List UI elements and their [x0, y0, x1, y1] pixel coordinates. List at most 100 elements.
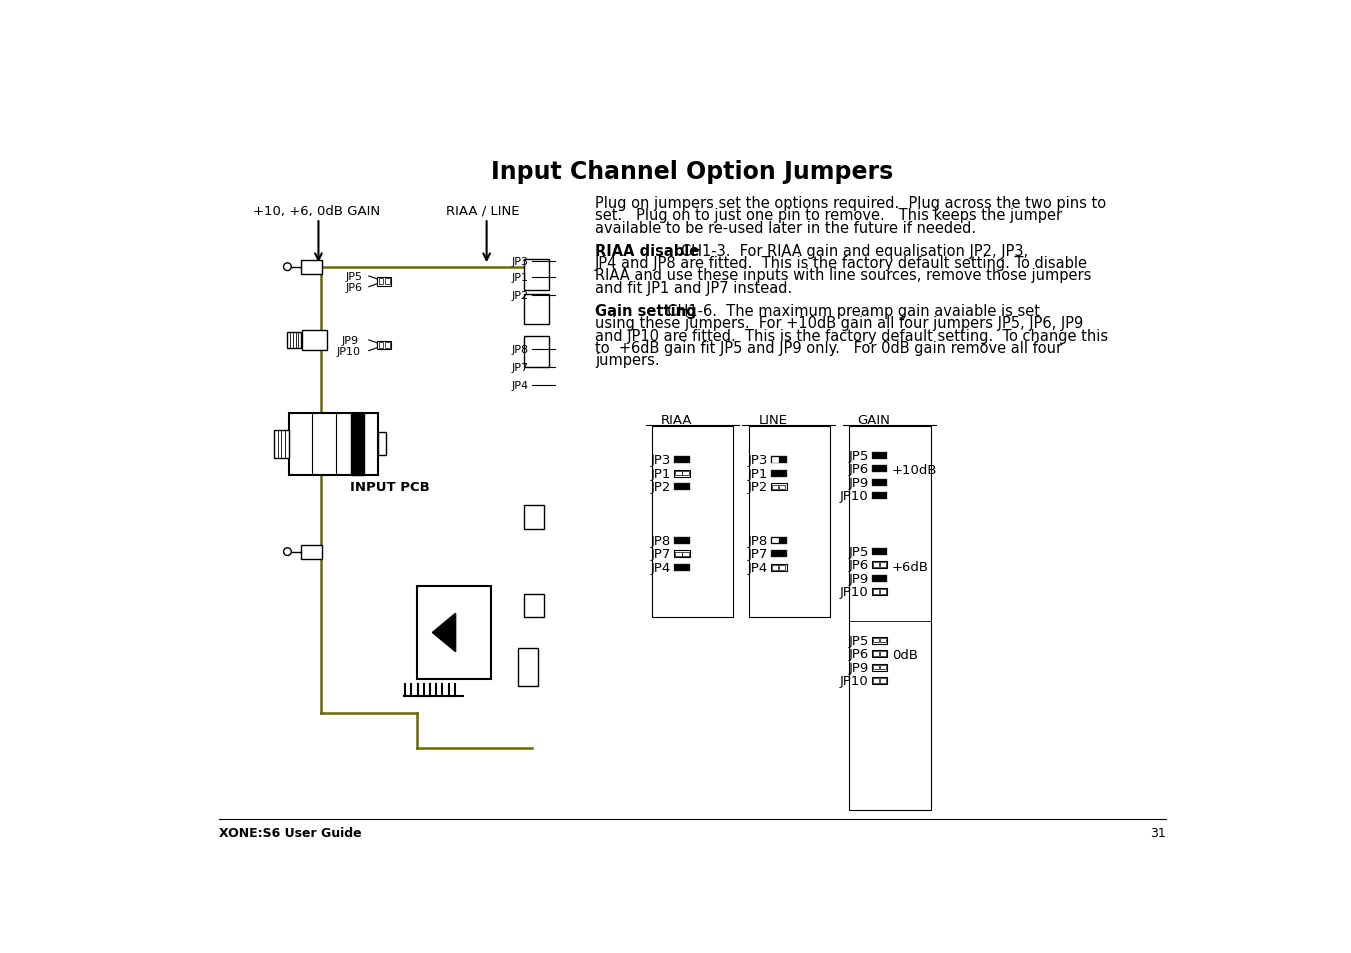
Bar [873, 639, 880, 642]
Bar [871, 637, 888, 644]
Bar [651, 427, 734, 618]
Text: Plug on jumpers set the options required.  Plug across the two pins to: Plug on jumpers set the options required… [596, 196, 1106, 211]
Bar [771, 470, 786, 477]
Bar [871, 465, 888, 473]
Bar [871, 664, 888, 671]
Text: using these jumpers.  For +10dB gain all four jumpers JP5, JP6, JP9: using these jumpers. For +10dB gain all … [596, 315, 1084, 331]
Text: GAIN: GAIN [858, 414, 890, 427]
Text: JP8: JP8 [651, 534, 671, 547]
Bar [871, 589, 888, 596]
Text: RIAA disable: RIAA disable [596, 244, 700, 258]
Bar [682, 472, 689, 476]
Text: RIAA: RIAA [661, 414, 692, 427]
Bar [378, 279, 384, 285]
Bar [850, 427, 931, 810]
Bar [873, 665, 880, 670]
Bar [303, 331, 327, 351]
Bar [773, 538, 778, 543]
Text: to  +6dB gain fit JP5 and JP9 only.   For 0dB gain remove all four: to +6dB gain fit JP5 and JP9 only. For 0… [596, 340, 1062, 355]
Text: JP6: JP6 [346, 282, 362, 293]
Text: JP6: JP6 [848, 462, 869, 476]
Circle shape [284, 548, 292, 556]
Text: JP8: JP8 [747, 534, 767, 547]
Bar [871, 561, 888, 569]
Text: JP2: JP2 [747, 481, 767, 494]
Bar [871, 549, 888, 556]
Bar [351, 414, 365, 476]
Text: JP3: JP3 [512, 256, 528, 266]
Text: JP4: JP4 [651, 561, 671, 575]
Text: JP6: JP6 [848, 558, 869, 572]
Text: and JP10 are fitted.  This is the factory default setting.  To change this: and JP10 are fitted. This is the factory… [596, 328, 1108, 343]
Text: and fit JP1 and JP7 instead.: and fit JP1 and JP7 instead. [596, 280, 793, 295]
Bar [880, 563, 886, 567]
Text: JP8: JP8 [511, 345, 528, 355]
Text: JP4: JP4 [747, 561, 767, 575]
Bar [385, 279, 390, 285]
Text: JP4 and JP8 are fitted.  This is the factory default setting. To disable: JP4 and JP8 are fitted. This is the fact… [596, 256, 1088, 271]
Bar [674, 456, 689, 463]
Bar [871, 650, 888, 657]
Bar [880, 590, 886, 595]
Bar [871, 453, 888, 459]
Text: +10dB: +10dB [892, 464, 938, 477]
Text: JP5: JP5 [346, 272, 362, 282]
Bar [871, 479, 888, 486]
Text: JP10: JP10 [840, 674, 869, 687]
Bar [524, 506, 544, 529]
Bar [674, 470, 689, 477]
Text: JP5: JP5 [848, 545, 869, 558]
Bar [873, 679, 880, 682]
Text: CH1-6.  The maximum preamp gain avaiable is set: CH1-6. The maximum preamp gain avaiable … [658, 304, 1040, 318]
Bar [771, 551, 786, 558]
Text: RIAA and use these inputs with line sources, remove those jumpers: RIAA and use these inputs with line sour… [596, 268, 1092, 283]
Bar [417, 587, 490, 679]
Bar [377, 278, 392, 286]
Bar [674, 551, 689, 558]
Bar [880, 651, 886, 656]
Bar [871, 677, 888, 684]
Text: JP5: JP5 [848, 634, 869, 647]
Text: CH1-3.  For RIAA gain and equalisation JP2, JP3,: CH1-3. For RIAA gain and equalisation JP… [667, 244, 1028, 258]
Bar [771, 484, 786, 491]
Text: RIAA / LINE: RIAA / LINE [446, 205, 520, 217]
Bar [351, 414, 365, 476]
Bar [880, 639, 886, 642]
Bar [780, 485, 785, 490]
Bar [301, 260, 323, 274]
Bar [674, 484, 689, 491]
Text: JP7: JP7 [747, 548, 767, 560]
Circle shape [284, 264, 292, 272]
Bar [880, 665, 886, 670]
Text: JP9: JP9 [848, 661, 869, 674]
Text: Gain setting: Gain setting [596, 304, 697, 318]
Text: XONE:S6 User Guide: XONE:S6 User Guide [219, 826, 362, 840]
Text: INPUT PCB: INPUT PCB [350, 480, 430, 493]
Text: JP2: JP2 [511, 291, 528, 301]
Bar [378, 343, 384, 349]
Text: +10, +6, 0dB GAIN: +10, +6, 0dB GAIN [253, 205, 380, 217]
Bar [771, 565, 786, 572]
Bar [286, 333, 301, 348]
Text: JP1: JP1 [512, 274, 528, 283]
Bar [524, 294, 549, 325]
Text: JP2: JP2 [651, 481, 671, 494]
Text: JP1: JP1 [747, 467, 767, 480]
Bar [273, 431, 289, 458]
Bar [674, 537, 689, 544]
Text: JP10: JP10 [840, 585, 869, 598]
Text: JP10: JP10 [840, 490, 869, 502]
Text: LINE: LINE [759, 414, 788, 427]
Bar [676, 552, 681, 557]
Text: JP9: JP9 [342, 335, 359, 346]
Text: JP7: JP7 [511, 362, 528, 373]
Bar [524, 336, 549, 368]
Bar [748, 427, 830, 618]
Bar [873, 651, 880, 656]
Bar [780, 566, 785, 571]
Bar [880, 679, 886, 682]
Text: JP4: JP4 [511, 380, 528, 390]
Bar [676, 472, 681, 476]
Polygon shape [432, 614, 455, 652]
Bar [873, 590, 880, 595]
